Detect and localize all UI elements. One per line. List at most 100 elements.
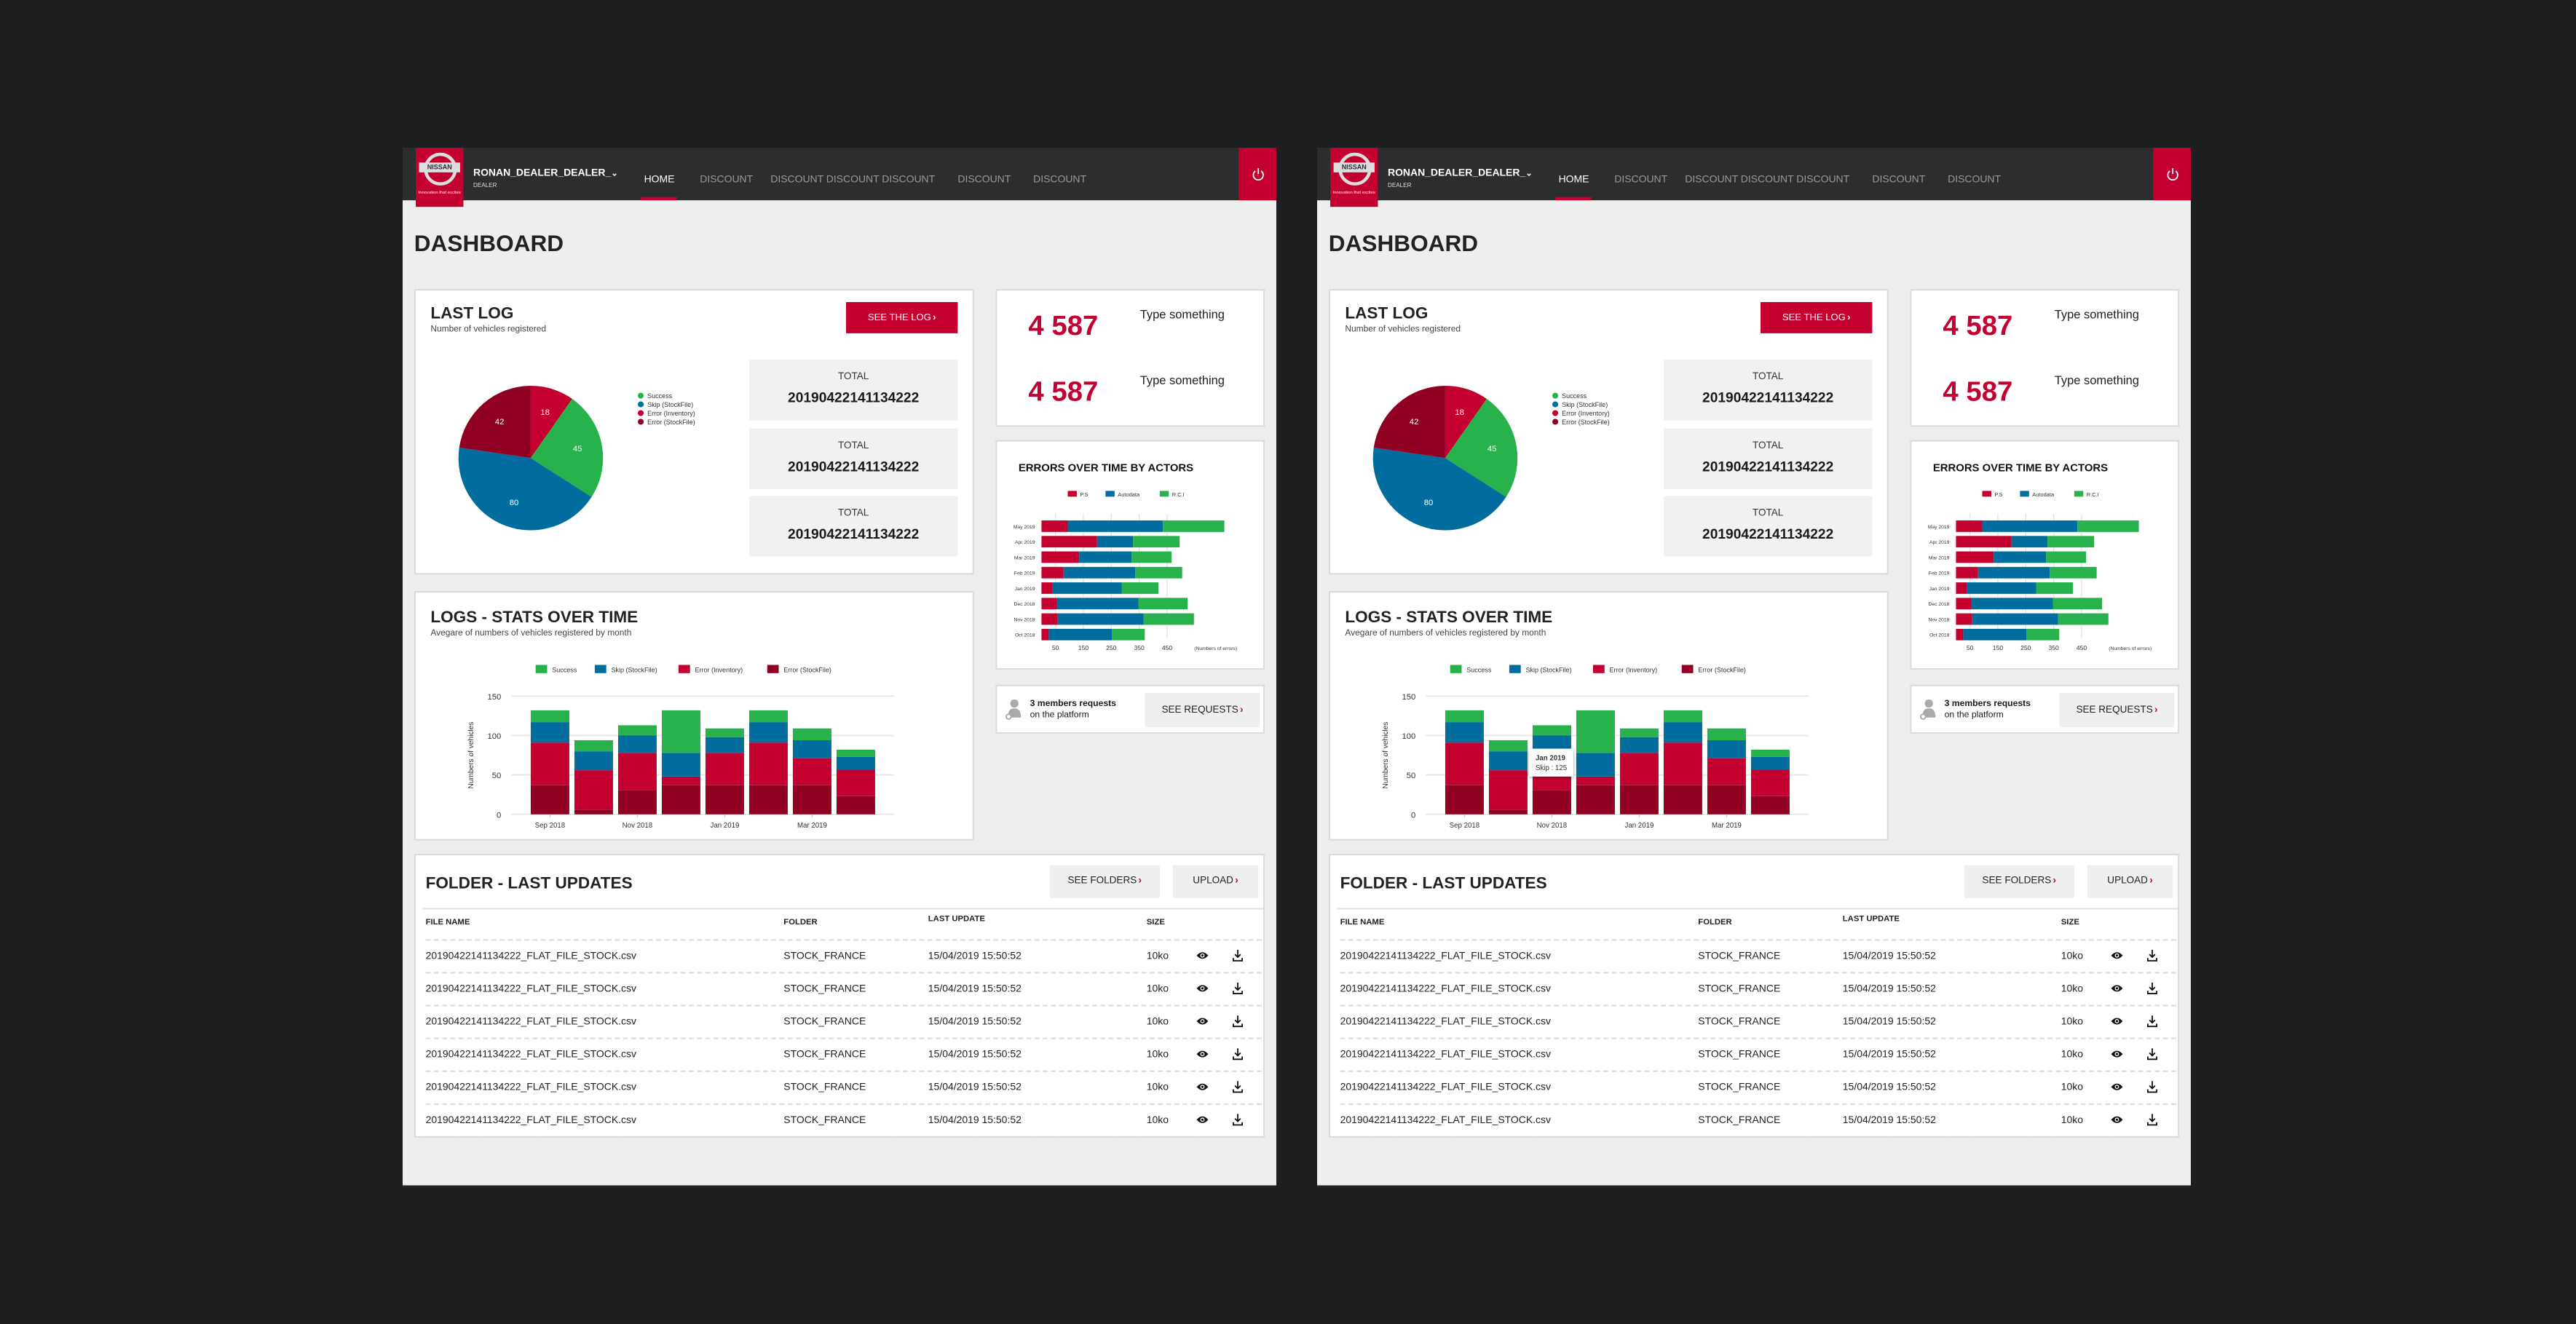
file-name-cell[interactable]: 20190422141134222_FLAT_FILE_STOCK.csv <box>1340 1048 1551 1060</box>
eye-icon[interactable] <box>2110 1115 2123 1125</box>
file-name-cell[interactable]: 20190422141134222_FLAT_FILE_STOCK.csv <box>1340 1114 1551 1126</box>
total-label: TOTAL <box>1752 441 1784 452</box>
stat-value-1: 4 587 <box>1943 310 2013 342</box>
row-divider <box>425 1103 1262 1106</box>
bar-segment <box>2046 551 2087 563</box>
eye-icon[interactable] <box>1196 983 1209 994</box>
download-icon[interactable] <box>1232 1079 1244 1093</box>
eye-icon[interactable] <box>2110 1049 2123 1059</box>
nav-discount-3[interactable]: DISCOUNT <box>1872 174 1926 186</box>
col-last-update[interactable]: LAST UPDATE <box>1842 914 1900 924</box>
col-size[interactable]: SIZE <box>2061 917 2079 928</box>
eye-icon[interactable] <box>1196 1016 1209 1026</box>
logo-tagline: Innovation that excites <box>1332 190 1375 196</box>
col-file-name[interactable]: FILE NAME <box>1340 917 1385 928</box>
see-requests-button[interactable]: SEE REQUESTS › <box>2059 692 2175 728</box>
download-icon[interactable] <box>2146 948 2158 962</box>
eye-icon[interactable] <box>2110 983 2123 994</box>
bar-segment <box>574 770 613 810</box>
eye-icon[interactable] <box>1196 1082 1209 1092</box>
legend-swatch <box>1592 665 1605 673</box>
col-last-update[interactable]: LAST UPDATE <box>928 914 985 924</box>
nav-discount-3[interactable]: DISCOUNT <box>957 174 1011 186</box>
eye-icon[interactable] <box>1196 951 1209 961</box>
user-menu[interactable]: RONAN_DEALER_DEALER_⌄ <box>473 167 618 179</box>
download-icon[interactable] <box>1232 948 1244 962</box>
last-update-cell: 15/04/2019 15:50:52 <box>1842 1015 1936 1027</box>
nav-discount-1[interactable]: DISCOUNT <box>1614 174 1668 186</box>
bar-segment <box>1663 722 1702 743</box>
bar-segment <box>1619 753 1659 785</box>
bar-segment <box>1576 710 1615 753</box>
download-icon[interactable] <box>1232 1014 1244 1027</box>
page-title: DASHBOARD <box>1328 229 1479 256</box>
eye-icon[interactable] <box>1196 1049 1209 1059</box>
col-size[interactable]: SIZE <box>1146 917 1165 928</box>
download-icon[interactable] <box>1232 1112 1244 1125</box>
see-folders-button[interactable]: SEE FOLDERS › <box>1049 865 1160 898</box>
file-name-cell[interactable]: 20190422141134222_FLAT_FILE_STOCK.csv <box>425 1114 637 1126</box>
nissan-logo[interactable]: NISSAN Innovation that excites <box>416 148 464 207</box>
download-icon[interactable] <box>1232 981 1244 994</box>
nav-discount-2[interactable]: DISCOUNT DISCOUNT DISCOUNT <box>770 174 936 186</box>
user-menu[interactable]: RONAN_DEALER_DEALER_⌄ <box>1388 167 1533 179</box>
logout-button[interactable] <box>2153 148 2191 201</box>
eye-icon[interactable] <box>2110 1082 2123 1092</box>
x-tick-label: Nov 2018 <box>623 822 652 830</box>
upload-button[interactable]: UPLOAD › <box>2087 865 2173 898</box>
download-icon[interactable] <box>2146 1112 2158 1125</box>
last-update-cell: 15/04/2019 15:50:52 <box>928 982 1022 994</box>
file-name-cell[interactable]: 20190422141134222_FLAT_FILE_STOCK.csv <box>1340 982 1551 994</box>
chevron-right-icon: › <box>2149 876 2153 887</box>
file-name-cell[interactable]: 20190422141134222_FLAT_FILE_STOCK.csv <box>425 1081 637 1093</box>
file-name-cell[interactable]: 20190422141134222_FLAT_FILE_STOCK.csv <box>425 1048 637 1060</box>
file-name-cell[interactable]: 20190422141134222_FLAT_FILE_STOCK.csv <box>425 982 637 994</box>
total-label: TOTAL <box>837 509 869 519</box>
see-the-log-button[interactable]: SEE THE LOG › <box>846 302 958 333</box>
file-name-cell[interactable]: 20190422141134222_FLAT_FILE_STOCK.csv <box>1340 1015 1551 1027</box>
file-name-cell[interactable]: 20190422141134222_FLAT_FILE_STOCK.csv <box>425 1015 637 1027</box>
bar-segment <box>1956 598 1972 610</box>
nav-discount-1[interactable]: DISCOUNT <box>700 174 754 186</box>
logout-button[interactable] <box>1238 148 1276 201</box>
download-icon[interactable] <box>2146 1079 2158 1093</box>
nav-discount-2[interactable]: DISCOUNT DISCOUNT DISCOUNT <box>1685 174 1850 186</box>
eye-icon[interactable] <box>2110 1016 2123 1026</box>
nav-home[interactable]: HOME <box>644 174 675 186</box>
bar-segment <box>2026 628 2060 641</box>
stat-value-1: 4 587 <box>1028 310 1099 342</box>
stat-label-1: Type something <box>2054 306 2139 322</box>
eye-icon[interactable] <box>2110 951 2123 961</box>
bar-segment <box>1097 536 1134 548</box>
size-cell: 10ko <box>1146 949 1169 962</box>
see-requests-button[interactable]: SEE REQUESTS › <box>1145 692 1260 728</box>
eye-icon[interactable] <box>1196 1115 1209 1125</box>
bar-segment <box>1956 566 1978 579</box>
nav-home[interactable]: HOME <box>1558 174 1589 186</box>
download-icon[interactable] <box>2146 1047 2158 1060</box>
bar-segment <box>1041 628 1049 641</box>
y-tick-label: Oct 2018 <box>1015 633 1035 638</box>
col-folder[interactable]: FOLDER <box>1698 917 1732 928</box>
col-file-name[interactable]: FILE NAME <box>425 917 470 928</box>
nissan-logo[interactable]: NISSAN Innovation that excites <box>1330 148 1378 207</box>
download-icon[interactable] <box>1232 1047 1244 1060</box>
x-tick-label: Jan 2019 <box>1624 822 1654 830</box>
file-name-cell[interactable]: 20190422141134222_FLAT_FILE_STOCK.csv <box>1340 949 1551 962</box>
legend-swatch <box>2074 491 2084 497</box>
download-icon[interactable] <box>2146 981 2158 994</box>
bar-segment <box>1576 753 1615 777</box>
col-folder[interactable]: FOLDER <box>783 917 818 928</box>
members-text: 3 members requests on the platform <box>1945 699 2031 721</box>
download-icon[interactable] <box>2146 1014 2158 1027</box>
stats-card: 4 587 Type something 4 587 Type somethin… <box>995 288 1265 427</box>
file-name-cell[interactable]: 20190422141134222_FLAT_FILE_STOCK.csv <box>1340 1081 1551 1093</box>
see-folders-button[interactable]: SEE FOLDERS › <box>1964 865 2074 898</box>
file-name-cell[interactable]: 20190422141134222_FLAT_FILE_STOCK.csv <box>425 949 637 962</box>
bar-segment <box>836 756 875 770</box>
bar-segment <box>530 710 569 723</box>
nav-discount-4[interactable]: DISCOUNT <box>1033 174 1087 186</box>
upload-button[interactable]: UPLOAD › <box>1172 865 1259 898</box>
nav-discount-4[interactable]: DISCOUNT <box>1948 174 2002 186</box>
see-the-log-button[interactable]: SEE THE LOG › <box>1761 302 1873 333</box>
